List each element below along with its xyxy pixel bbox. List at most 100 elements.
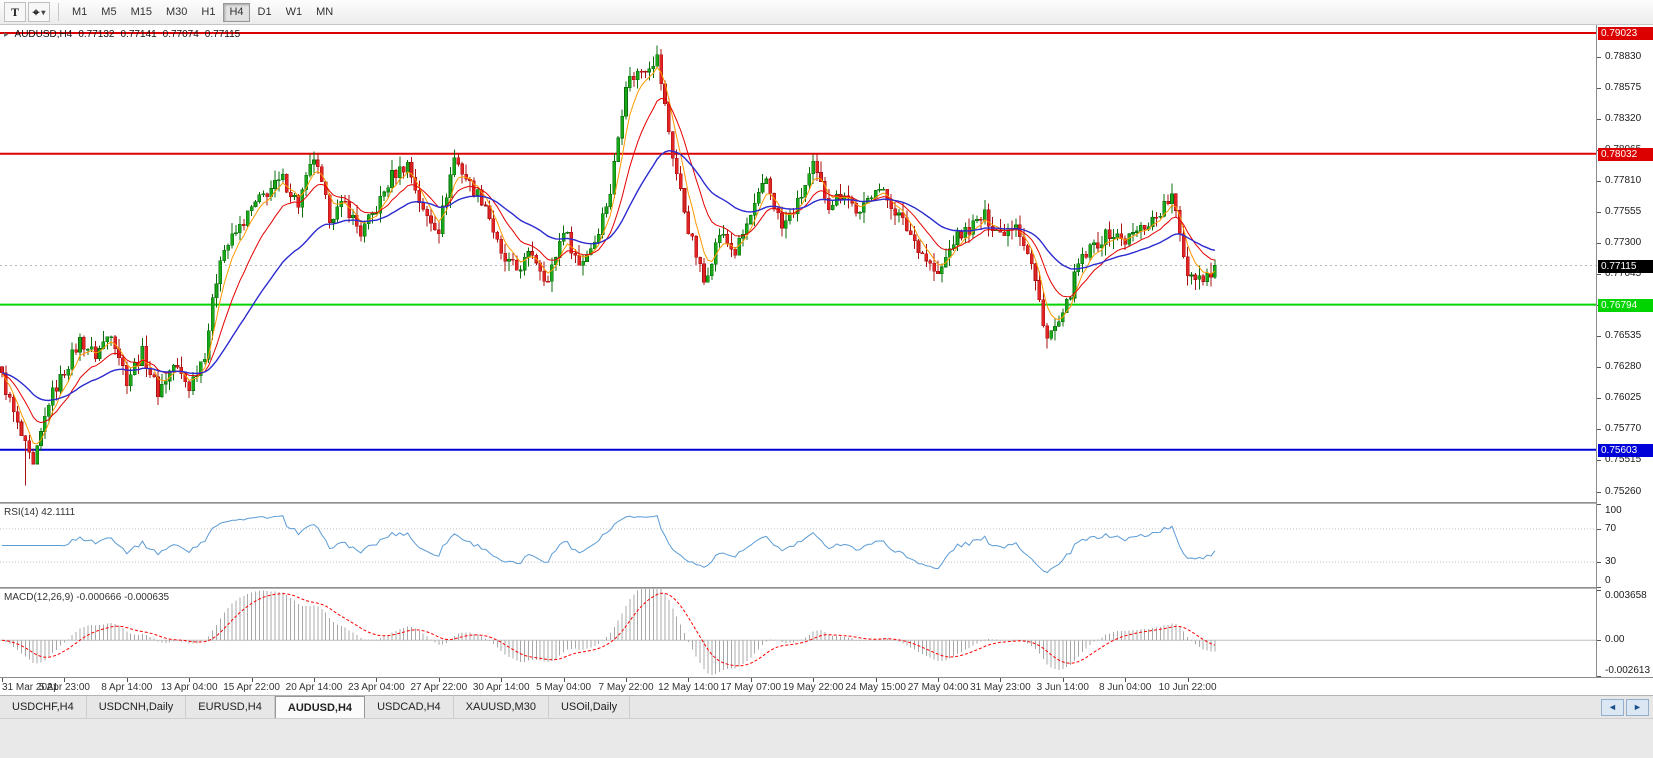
quote-line: ▸ AUDUSD,H4 0.77132 0.77141 0.77074 0.77115: [4, 29, 246, 40]
time-axis[interactable]: 31 Mar 2021 5 Apr 23:00 8 Apr 14:00 13 Apr …: [0, 677, 1653, 695]
level-price-tag: 0.78032: [1598, 147, 1653, 161]
price-pane[interactable]: ▸ AUDUSD,H4 0.77132 0.77141 0.77074 0.77115: [0, 25, 1596, 502]
time-axis-tick: [376, 678, 378, 682]
moving-average-line-34: [1, 149, 1216, 402]
quote-high: 0.77141: [120, 29, 157, 40]
time-axis-label: 12 May 14:00: [658, 682, 719, 693]
time-axis-tick: [1000, 678, 1002, 682]
time-axis-label: 24 May 15:00: [845, 682, 906, 693]
timeframe-button-w1[interactable]: W1: [280, 3, 309, 22]
time-axis-label: 17 May 07:00: [720, 682, 782, 693]
rsi-scale-label: 30: [1605, 556, 1617, 568]
timeframe-button-m5[interactable]: M5: [95, 3, 122, 22]
rsi-chart-canvas[interactable]: [0, 504, 1596, 587]
time-axis-label: 8 Jun 04:00: [1099, 682, 1152, 693]
price-scale-label: 0.77045: [1605, 268, 1642, 280]
time-axis-tick: [2, 678, 3, 682]
tab-audusd-h4[interactable]: AUDUSD,H4: [274, 696, 366, 718]
rsi-scale-label: 100: [1605, 505, 1622, 516]
macd-scale-tick: [1597, 640, 1601, 642]
timeframe-button-mn[interactable]: MN: [310, 3, 339, 22]
text-tool-button[interactable]: T: [4, 2, 26, 22]
tab-usdcnh-daily[interactable]: USDCNH,Daily: [86, 696, 187, 718]
timeframe-button-h1[interactable]: H1: [195, 3, 221, 22]
time-axis-tick: [875, 678, 877, 682]
macd-scale-label: -0.002613: [1605, 665, 1651, 676]
timeframe-button-d1[interactable]: D1: [252, 3, 278, 22]
chart-window: ▸ AUDUSD,H4 0.77132 0.77141 0.77074 0.77115 R…: [0, 25, 1653, 695]
time-axis-tick: [1062, 678, 1064, 682]
time-axis-tick: [688, 678, 690, 682]
tab-usdcad-h4[interactable]: USDCAD,H4: [365, 696, 454, 718]
time-axis-label: 7 May 22:00: [598, 682, 654, 693]
tab-xauusd-m30[interactable]: XAUUSD,M30: [453, 696, 549, 718]
rsi-scale-tick: [1597, 504, 1601, 505]
price-scale-tick: [1597, 336, 1601, 338]
rsi-scale-label: 70: [1605, 522, 1617, 534]
pane-splitter[interactable]: [0, 502, 1653, 504]
macd-histogram: [5, 589, 1216, 675]
price-scale[interactable]: 0.788300.785750.783200.780650.778100.775…: [1596, 25, 1653, 677]
tab-usoil-daily[interactable]: USOil,Daily: [548, 696, 631, 718]
rsi-scale-tick: [1597, 562, 1601, 564]
scroll-tabs-left-button[interactable]: ◄: [1601, 698, 1624, 716]
timeframe-button-m15[interactable]: M15: [125, 3, 158, 22]
price-scale-tick: [1597, 211, 1601, 213]
time-axis-label: 20 Apr 14:00: [285, 682, 343, 693]
timeframe-button-m1[interactable]: M1: [66, 3, 93, 22]
price-scale-label: 0.76280: [1605, 361, 1642, 373]
time-axis-tick: [750, 678, 752, 682]
price-scale-label: 0.77300: [1605, 236, 1642, 248]
time-axis-tick: [314, 678, 315, 682]
level-price-tag: 0.76794: [1598, 298, 1653, 312]
time-axis-label: 27 Apr 22:00: [410, 682, 468, 693]
price-scale-tick: [1597, 118, 1601, 120]
price-scale-label: 0.77555: [1605, 205, 1642, 217]
macd-scale-tick: [1597, 676, 1601, 677]
time-axis-tick: [1125, 678, 1127, 682]
one-click-trading-toggle-icon[interactable]: ▸: [4, 29, 9, 39]
time-axis-label: 27 May 04:00: [907, 682, 969, 693]
time-axis-tick: [813, 678, 815, 682]
time-axis-label: 5 May 04:00: [536, 682, 592, 693]
price-scale-label: 0.76535: [1605, 330, 1642, 342]
timeframe-button-group: M1 M5 M15 M30 H1 H4 D1 W1 MN: [65, 2, 340, 22]
rsi-scale-label: 0: [1605, 575, 1611, 586]
price-scale-label: 0.78830: [1605, 50, 1642, 62]
tab-usdchf-h4[interactable]: USDCHF,H4: [0, 696, 87, 718]
price-scale-label: 0.78320: [1605, 112, 1642, 124]
price-scale-tick: [1597, 87, 1601, 89]
level-price-tag: 0.75603: [1598, 443, 1653, 457]
macd-pane[interactable]: MACD(12,26,9) -0.000666 -0.000635: [0, 589, 1596, 677]
macd-chart-canvas[interactable]: [0, 589, 1596, 677]
price-scale-label: 0.75260: [1605, 485, 1642, 497]
rsi-line: [2, 514, 1216, 574]
quote-open: 0.77132: [78, 29, 115, 40]
price-chart-canvas[interactable]: [0, 25, 1596, 502]
time-axis-label: 31 Mar 2021: [2, 682, 59, 693]
rsi-pane[interactable]: RSI(14) 42.1111: [0, 504, 1596, 587]
price-scale-tick: [1597, 429, 1601, 431]
macd-indicator-label: MACD(12,26,9) -0.000666 -0.000635: [4, 592, 170, 603]
time-axis-label: 3 Jun 14:00: [1036, 682, 1089, 693]
level-price-tag: 0.79023: [1598, 27, 1653, 41]
scroll-tabs-right-button[interactable]: ►: [1626, 698, 1649, 716]
timeframe-button-m30[interactable]: M30: [160, 3, 193, 22]
pane-splitter[interactable]: [0, 587, 1653, 589]
price-scale-tick: [1597, 180, 1601, 182]
tab-eurusd-h4[interactable]: EURUSD,H4: [186, 696, 275, 718]
rsi-indicator-label: RSI(14) 42.1111: [4, 507, 76, 518]
quote-symbol: AUDUSD,H4: [14, 29, 73, 40]
price-scale-label: 0.77810: [1605, 174, 1642, 186]
toolbar-separator: [58, 3, 59, 21]
cursor-tool-button[interactable]: ⌖ ▾: [28, 2, 50, 22]
price-scale-tick: [1597, 367, 1601, 369]
time-axis-label: 19 May 22:00: [782, 682, 844, 693]
macd-scale-label: 0.00: [1605, 634, 1625, 646]
time-axis-tick: [563, 678, 565, 682]
timeframe-button-h4[interactable]: H4: [223, 2, 250, 22]
time-axis-label: 31 May 23:00: [970, 682, 1031, 693]
price-scale-tick: [1597, 242, 1601, 244]
price-scale-label: 0.75770: [1605, 423, 1642, 435]
price-scale-tick: [1597, 398, 1601, 400]
